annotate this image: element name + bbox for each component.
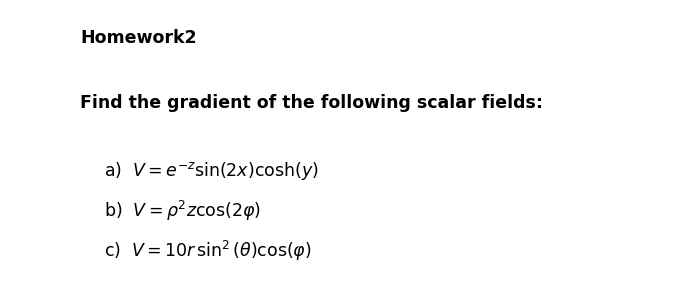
Text: b)  $V = \rho^2 z\cos(2\varphi)$: b) $V = \rho^2 z\cos(2\varphi)$: [104, 199, 260, 223]
Text: Find the gradient of the following scalar fields:: Find the gradient of the following scala…: [80, 94, 543, 112]
Text: a)  $V = e^{-z}\sin(2x)\cosh(y)$: a) $V = e^{-z}\sin(2x)\cosh(y)$: [104, 160, 318, 182]
Text: Homework2: Homework2: [80, 29, 197, 47]
Text: c)  $V = 10r\,\sin^2(\theta)\cos(\varphi)$: c) $V = 10r\,\sin^2(\theta)\cos(\varphi)…: [104, 239, 312, 263]
